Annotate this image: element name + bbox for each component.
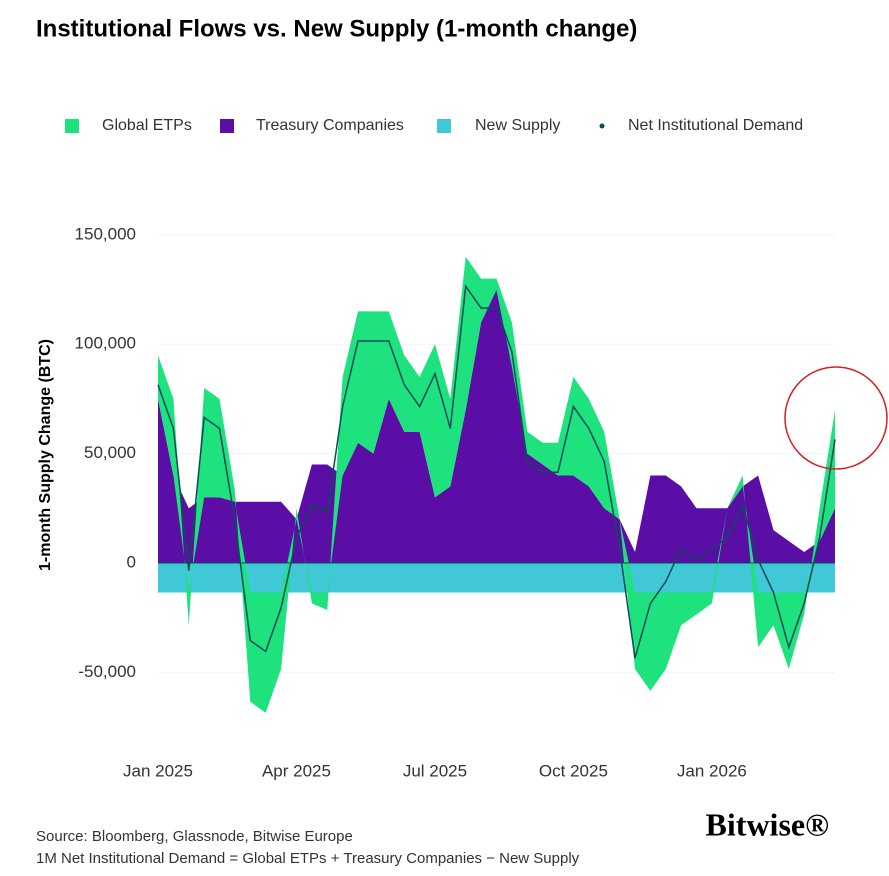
highlight-circle	[784, 366, 888, 470]
legend-marker	[220, 119, 234, 133]
area	[158, 289, 835, 563]
labels: -50,000 0 50,000 100,000 150,000 Jan 2025 Apr …	[65, 117, 803, 780]
legend-marker	[599, 123, 605, 129]
x-tick-label: Jan 2025	[123, 761, 193, 780]
legend-label: Net Institutional Demand	[628, 117, 803, 134]
legend-label: Global ETPs	[102, 117, 192, 134]
area	[158, 256, 835, 713]
legend-label: Treasury Companies	[256, 117, 404, 134]
x-tick-label: Jul 2025	[403, 761, 467, 780]
y-axis-label: 1-month Supply Change (BTC)	[37, 339, 54, 571]
chart-title: Institutional Flows vs. New Supply (1-mo…	[36, 15, 637, 42]
y-tick-label: 50,000	[84, 443, 136, 462]
x-tick-label: Jan 2026	[677, 761, 747, 780]
y-tick-label: 100,000	[75, 334, 136, 353]
x-tick-label: Oct 2025	[539, 761, 608, 780]
brand-logo: Bitwise®	[706, 806, 829, 842]
y-tick-label: -50,000	[78, 662, 136, 681]
y-tick-label: 0	[127, 552, 136, 571]
area	[158, 563, 835, 593]
plot-area	[157, 256, 836, 713]
legend-label: New Supply	[475, 117, 560, 134]
x-tick-label: Apr 2025	[262, 761, 331, 780]
legend-marker	[65, 119, 79, 133]
line	[157, 284, 836, 659]
source: Source: Bloomberg, Glassnode, Bitwise Eu…	[36, 828, 353, 845]
y-tick-label: 150,000	[75, 224, 136, 243]
note: 1M Net Institutional Demand = Global ETP…	[36, 850, 580, 867]
legend-marker	[437, 119, 451, 133]
